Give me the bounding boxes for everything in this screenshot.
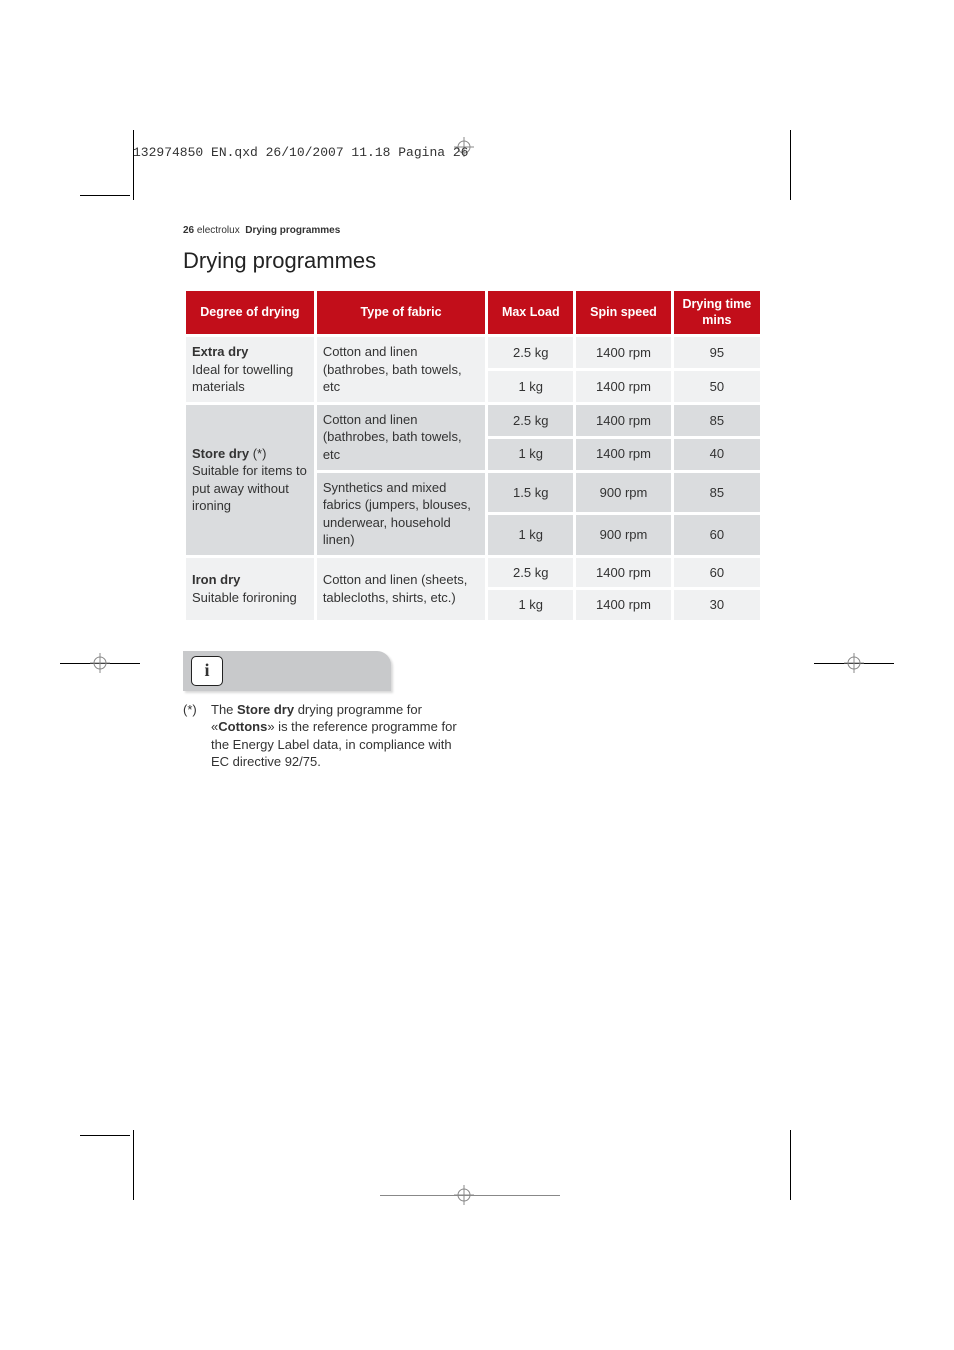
spin-cell: 1400 rpm	[575, 589, 672, 622]
load-cell: 1 kg	[487, 370, 575, 404]
spin-cell: 900 rpm	[575, 471, 672, 514]
degree-desc: Suitable forironing	[192, 590, 297, 605]
fabric-cell: Synthetics and mixed fabrics (jumpers, b…	[315, 471, 486, 556]
crop-mark	[133, 130, 134, 200]
spin-cell: 1400 rpm	[575, 556, 672, 589]
footnote-bold: Cottons	[218, 719, 267, 734]
degree-title: Extra dry	[192, 344, 248, 359]
load-cell: 1 kg	[487, 589, 575, 622]
time-cell: 60	[672, 556, 761, 589]
spin-cell: 1400 rpm	[575, 370, 672, 404]
time-cell: 40	[672, 437, 761, 471]
load-cell: 2.5 kg	[487, 336, 575, 370]
registration-mark-icon	[90, 653, 110, 673]
time-cell: 50	[672, 370, 761, 404]
spin-cell: 1400 rpm	[575, 437, 672, 471]
header-spin: Spin speed	[575, 290, 672, 336]
load-cell: 1 kg	[487, 514, 575, 557]
time-cell: 85	[672, 403, 761, 437]
header-load: Max Load	[487, 290, 575, 336]
degree-desc: Ideal for towelling materials	[192, 362, 293, 395]
load-cell: 2.5 kg	[487, 556, 575, 589]
footnote: (*) The Store dry drying programme for «…	[183, 701, 473, 771]
load-cell: 1.5 kg	[487, 471, 575, 514]
header-time: Drying time mins	[672, 290, 761, 336]
running-head: 26 electrolux Drying programmes	[183, 225, 763, 236]
degree-title: Iron dry	[192, 572, 240, 587]
crop-mark	[80, 1135, 130, 1136]
crop-mark	[80, 195, 130, 196]
degree-suffix: (*)	[249, 446, 266, 461]
brand-name: electrolux	[197, 225, 240, 236]
footnote-mark: (*)	[183, 701, 211, 771]
time-cell: 85	[672, 471, 761, 514]
section-title: Drying programmes	[183, 248, 763, 274]
drying-programmes-table: Degree of drying Type of fabric Max Load…	[183, 288, 763, 623]
degree-cell: Store dry (*) Suitable for items to put …	[185, 403, 316, 556]
table-row: Store dry (*) Suitable for items to put …	[185, 403, 762, 437]
crop-mark	[133, 1130, 134, 1200]
footnote-text: The Store dry drying programme for «Cott…	[211, 701, 473, 771]
page-content: 26 electrolux Drying programmes Drying p…	[183, 225, 763, 771]
spin-cell: 900 rpm	[575, 514, 672, 557]
info-icon: i	[191, 656, 223, 686]
info-tab: i	[183, 651, 391, 691]
fabric-cell: Cotton and linen (sheets, tablecloths, s…	[315, 556, 486, 621]
load-cell: 1 kg	[487, 437, 575, 471]
degree-cell: Extra dry Ideal for towelling materials	[185, 336, 316, 404]
time-cell: 30	[672, 589, 761, 622]
table-header-row: Degree of drying Type of fabric Max Load…	[185, 290, 762, 336]
footnote-bold: Store dry	[237, 702, 294, 717]
registration-mark-icon	[844, 653, 864, 673]
print-slug: 132974850 EN.qxd 26/10/2007 11.18 Pagina…	[133, 145, 468, 160]
table-row: Extra dry Ideal for towelling materials …	[185, 336, 762, 370]
header-degree: Degree of drying	[185, 290, 316, 336]
header-fabric: Type of fabric	[315, 290, 486, 336]
load-cell: 2.5 kg	[487, 403, 575, 437]
time-cell: 95	[672, 336, 761, 370]
spin-cell: 1400 rpm	[575, 336, 672, 370]
time-cell: 60	[672, 514, 761, 557]
page-number: 26	[183, 225, 194, 236]
footnote-segment: The	[211, 702, 237, 717]
crop-mark	[790, 130, 791, 200]
table-row: Iron dry Suitable forironing Cotton and …	[185, 556, 762, 589]
degree-title: Store dry	[192, 446, 249, 461]
crop-mark	[790, 1130, 791, 1200]
section-name: Drying programmes	[245, 225, 340, 236]
spin-cell: 1400 rpm	[575, 403, 672, 437]
fabric-cell: Cotton and linen (bathrobes, bath towels…	[315, 403, 486, 471]
degree-desc: Suitable for items to put away without i…	[192, 463, 307, 513]
registration-mark-icon	[454, 1185, 474, 1205]
degree-cell: Iron dry Suitable forironing	[185, 556, 316, 621]
fabric-cell: Cotton and linen (bathrobes, bath towels…	[315, 336, 486, 404]
